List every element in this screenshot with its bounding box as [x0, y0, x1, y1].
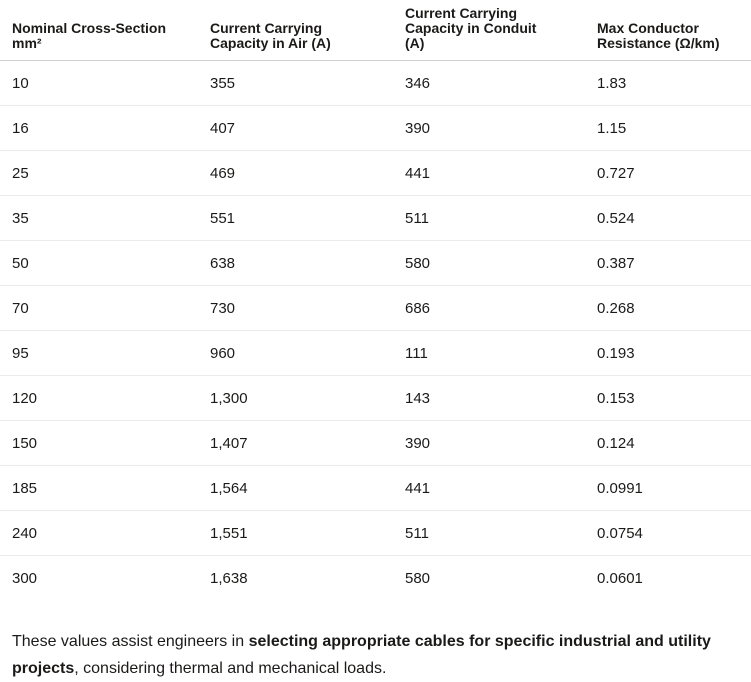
table-cell-capacity-conduit: 580 — [405, 569, 431, 587]
table-row: 95 960 111 0.193 — [0, 330, 751, 376]
table-cell-capacity-conduit: 511 — [405, 195, 597, 241]
table-cell-cross-section: 150 — [0, 420, 210, 466]
footer-text-bold: selecting appropriate cables for specifi… — [12, 633, 711, 677]
cable-specs-table: Nominal Cross-Section mm² Current Carryi… — [0, 0, 751, 601]
table-row: 25 469 441 0.727 — [0, 150, 751, 196]
table-cell-resistance: 0.387 — [597, 240, 751, 286]
table-cell-cross-section: 10 — [0, 60, 210, 106]
table-cell-capacity-air: 355 — [210, 60, 405, 106]
table-cell-capacity-conduit: 441 — [405, 150, 597, 196]
table-cell-cross-section: 120 — [0, 375, 210, 421]
table-cell-capacity-conduit: 511 — [405, 510, 597, 556]
table-cell-capacity-air: 638 — [210, 240, 405, 286]
table-row: 35 551 511 0.524 — [0, 195, 751, 241]
table-cell-capacity-air: 407 — [210, 105, 405, 151]
table-cell-cross-section: 240 — [0, 510, 210, 556]
table-row: 120 1,300 143 0.153 — [0, 375, 751, 421]
table-cell-resistance: 0.193 — [597, 330, 751, 376]
table-cell-resistance: 0.0991 — [597, 465, 751, 511]
table-cell-capacity-air: 1,407 — [210, 420, 405, 466]
table-cell-resistance: 0.124 — [597, 420, 751, 466]
table-cell-resistance: 0.268 — [597, 285, 751, 331]
table-cell-capacity-conduit: 686 — [405, 285, 597, 331]
table-cell-capacity-conduit: 143 — [405, 375, 597, 421]
table-cell-capacity-conduit: 390 — [405, 420, 597, 466]
table-cell-capacity-air: 1,300 — [210, 375, 405, 421]
table-cell-resistance: 0.0754 — [597, 510, 751, 556]
table-cell-cross-section: 95 — [0, 330, 210, 376]
table-cell-resistance: 1.15 — [597, 105, 751, 151]
header-row: Nominal Cross-Section mm² Current Carryi… — [0, 0, 751, 61]
table-cell-capacity-air: 960 — [210, 330, 405, 376]
table-cell-resistance: 0.0601 — [597, 569, 643, 587]
table-cell-capacity-conduit: 111 — [405, 330, 597, 376]
column-header-nominal-cross-section: Nominal Cross-Section mm² — [0, 0, 210, 61]
table-cell-capacity-air: 551 — [210, 195, 405, 241]
table-row: 240 1,551 511 0.0754 — [0, 510, 751, 556]
table-cell-capacity-conduit: 441 — [405, 465, 597, 511]
table-row: 70 730 686 0.268 — [0, 285, 751, 331]
table-cell-cross-section: 50 — [0, 240, 210, 286]
table-cell-capacity-air: 1,551 — [210, 510, 405, 556]
table-cell-capacity-conduit: 390 — [405, 105, 597, 151]
column-header-capacity-in-conduit: Current Carrying Capacity in Conduit (A) — [405, 0, 597, 61]
table-cell-cross-section: 300 — [12, 569, 38, 587]
table-row: 16 407 390 1.15 — [0, 105, 751, 151]
table-row: 150 1,407 390 0.124 — [0, 420, 751, 466]
table-cell-capacity-air: 469 — [210, 150, 405, 196]
table-cell-cross-section: 185 — [0, 465, 210, 511]
table-body: 10 355 346 1.83 16 407 390 1.15 25 469 4… — [0, 60, 751, 601]
footer-text-after: , considering thermal and mechanical loa… — [74, 660, 387, 677]
column-header-max-conductor-resistance: Max Conductor Resistance (Ω/km) — [597, 0, 751, 61]
footer-text-before: These values assist engineers in — [12, 633, 249, 650]
table-cell-resistance: 0.524 — [597, 195, 751, 241]
table-row: 10 355 346 1.83 — [0, 60, 751, 106]
table-cell-capacity-conduit: 580 — [405, 240, 597, 286]
table-cell-cross-section: 25 — [0, 150, 210, 196]
column-header-capacity-in-air: Current Carrying Capacity in Air (A) — [210, 0, 405, 61]
table-cell-cross-section: 35 — [0, 195, 210, 241]
table-cell-cross-section: 16 — [0, 105, 210, 151]
table-header: Nominal Cross-Section mm² Current Carryi… — [0, 0, 751, 61]
table-cell-capacity-air: 1,638 — [210, 569, 248, 587]
table-row: 50 638 580 0.387 — [0, 240, 751, 286]
table-cell-cross-section: 70 — [0, 285, 210, 331]
table-cell-resistance: 0.727 — [597, 150, 751, 196]
footer-note: These values assist engineers in selecti… — [0, 600, 751, 682]
table-row: 185 1,564 441 0.0991 — [0, 465, 751, 511]
table-cell-resistance: 0.153 — [597, 375, 751, 421]
table-cell-capacity-air: 1,564 — [210, 465, 405, 511]
table-cell-capacity-conduit: 346 — [405, 60, 597, 106]
table-cell-resistance: 1.83 — [597, 60, 751, 106]
table-cell-capacity-air: 730 — [210, 285, 405, 331]
table-row: 300 1,638 580 0.0601 — [0, 556, 751, 601]
